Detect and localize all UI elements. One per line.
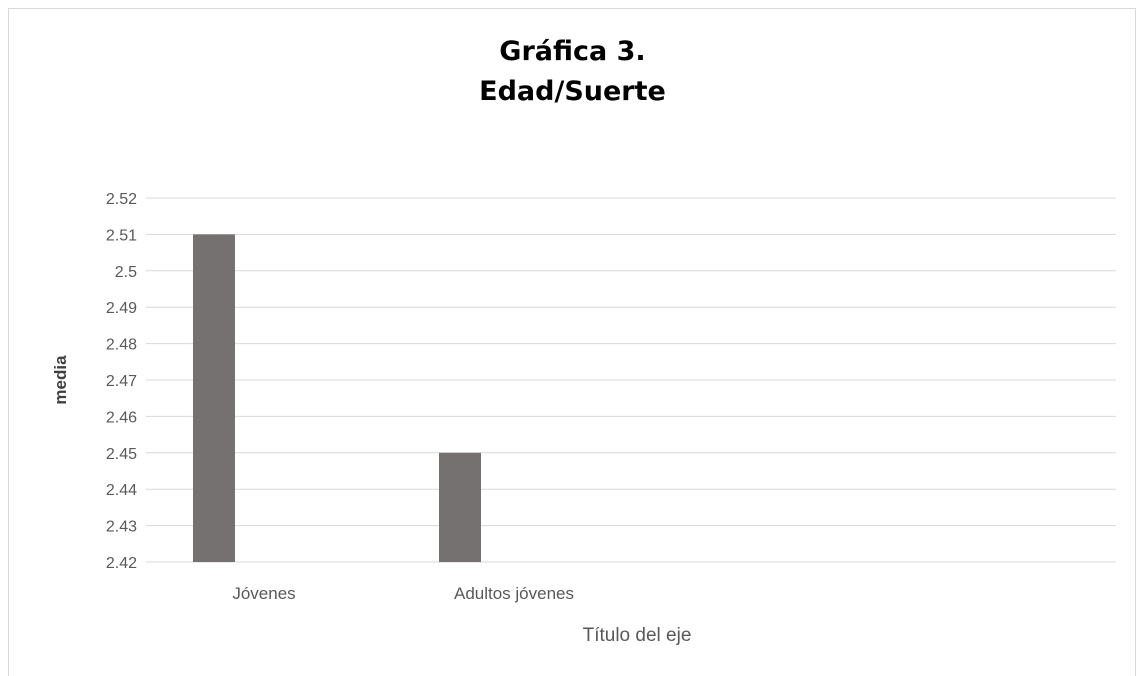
bar — [439, 452, 481, 562]
x-category-label: Adultos jóvenes — [454, 584, 574, 603]
y-tick-label: 2.46 — [106, 409, 137, 426]
chart-title-line-2: Edad/Suerte — [479, 76, 666, 107]
chart-title-line-1: Gráfica 3. — [499, 36, 646, 67]
y-tick-label: 2.52 — [106, 191, 137, 208]
chart-frame — [8, 8, 1136, 676]
y-tick-label: 2.44 — [106, 482, 137, 499]
x-category-label: Jóvenes — [232, 584, 295, 603]
y-tick-label: 2.51 — [106, 227, 137, 244]
x-axis-title: Título del eje — [583, 625, 692, 646]
y-tick-label: 2.45 — [106, 446, 137, 463]
chart-title: Gráfica 3. Edad/Suerte — [0, 32, 1145, 112]
y-tick-label: 2.43 — [106, 519, 137, 536]
y-tick-label: 2.49 — [106, 300, 137, 317]
bar — [193, 234, 235, 562]
y-axis-title: media — [51, 355, 70, 405]
y-tick-label: 2.47 — [106, 373, 137, 390]
y-tick-label: 2.42 — [106, 555, 137, 572]
y-tick-label: 2.48 — [106, 337, 137, 354]
y-tick-label: 2.5 — [115, 264, 137, 281]
